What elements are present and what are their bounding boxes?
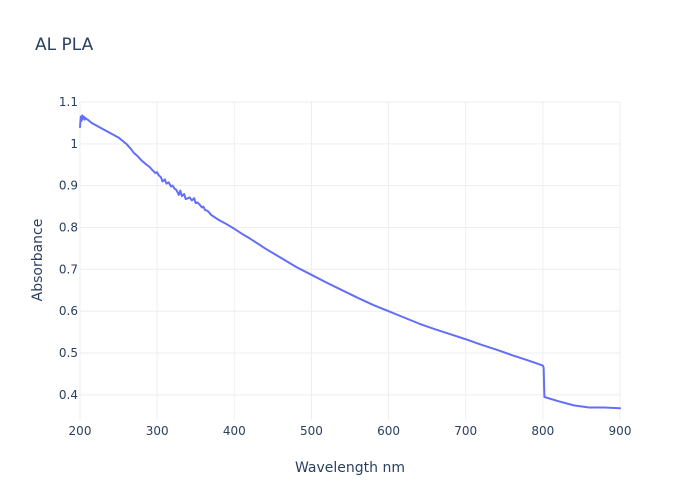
x-tick-label: 300 (146, 424, 169, 438)
x-gridlines (79, 102, 621, 420)
x-axis-tick-labels: 200 300 400 500 600 700 800 900 (69, 424, 632, 438)
y-tick-label: 1.1 (59, 95, 78, 109)
y-tick-label: 0.9 (59, 179, 78, 193)
y-tick-label: 0.5 (59, 346, 78, 360)
x-axis-title: Wavelength nm (295, 460, 405, 476)
x-tick-label: 500 (300, 424, 323, 438)
x-tick-label: 200 (69, 424, 92, 438)
chart-title: AL PLA (35, 35, 94, 55)
y-tick-label: 1 (70, 137, 78, 151)
x-tick-label: 700 (454, 424, 477, 438)
x-tick-label: 800 (531, 424, 554, 438)
y-tick-label: 0.6 (59, 304, 78, 318)
x-tick-label: 900 (609, 424, 632, 438)
x-tick-label: 600 (377, 424, 400, 438)
y-gridlines (80, 101, 620, 396)
y-tick-label: 0.7 (59, 262, 78, 276)
y-axis-title: Absorbance (30, 219, 46, 302)
x-tick-label: 400 (223, 424, 246, 438)
y-axis-tick-labels: 0.4 0.5 0.6 0.7 0.8 0.9 1 1.1 (59, 95, 78, 402)
absorbance-series-line (79, 114, 621, 410)
y-tick-label: 0.8 (59, 221, 78, 235)
y-tick-label: 0.4 (59, 388, 78, 402)
